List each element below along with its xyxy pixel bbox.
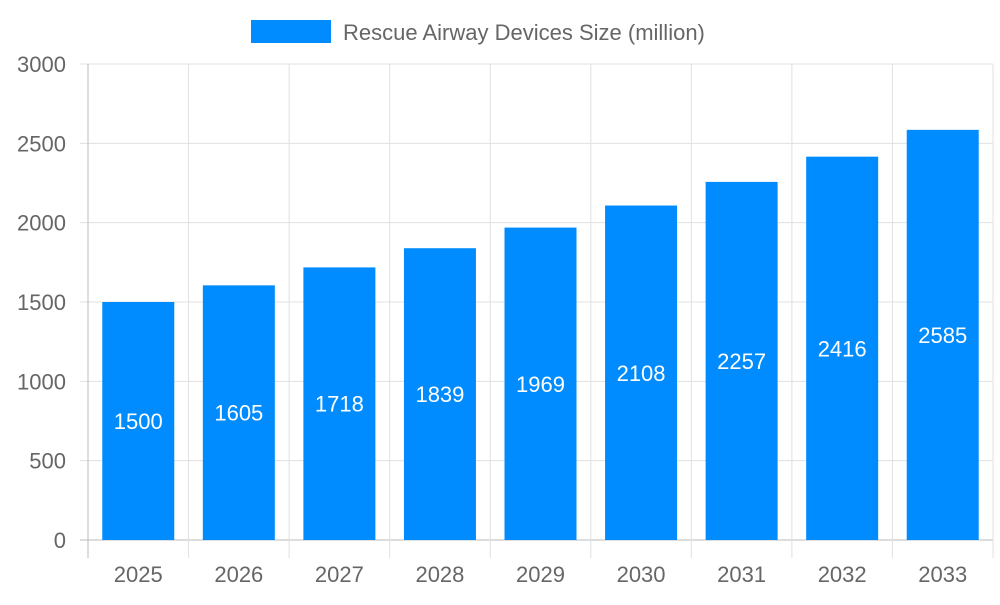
data-label: 1500 xyxy=(114,409,163,434)
y-tick-label: 0 xyxy=(54,528,66,553)
x-tick-label: 2026 xyxy=(214,562,263,587)
bar xyxy=(705,181,778,540)
data-label: 1605 xyxy=(214,401,263,426)
y-tick-label: 1500 xyxy=(17,290,66,315)
bar xyxy=(303,267,376,540)
bar xyxy=(605,205,678,540)
x-tick-label: 2032 xyxy=(818,562,867,587)
y-tick-label: 1000 xyxy=(17,369,66,394)
bar xyxy=(403,248,476,540)
bar xyxy=(504,227,577,540)
data-label: 2257 xyxy=(717,349,766,374)
y-tick-label: 2500 xyxy=(17,131,66,156)
bar xyxy=(906,129,979,540)
bar xyxy=(202,285,275,540)
data-label: 2585 xyxy=(918,323,967,348)
y-tick-label: 3000 xyxy=(17,52,66,77)
data-label: 1718 xyxy=(315,392,364,417)
data-label: 1969 xyxy=(516,372,565,397)
y-tick-label: 500 xyxy=(29,449,66,474)
x-tick-label: 2033 xyxy=(918,562,967,587)
x-tick-label: 2025 xyxy=(114,562,163,587)
x-tick-label: 2031 xyxy=(717,562,766,587)
legend-label: Rescue Airway Devices Size (million) xyxy=(343,20,705,45)
x-tick-label: 2029 xyxy=(516,562,565,587)
data-label: 1839 xyxy=(415,382,464,407)
y-tick-label: 2000 xyxy=(17,211,66,236)
x-tick-label: 2028 xyxy=(415,562,464,587)
x-tick-label: 2027 xyxy=(315,562,364,587)
data-label: 2108 xyxy=(617,361,666,386)
legend-swatch xyxy=(251,20,331,43)
bar xyxy=(102,302,175,540)
bar xyxy=(806,156,879,541)
x-tick-label: 2030 xyxy=(617,562,666,587)
data-label: 2416 xyxy=(818,336,867,361)
